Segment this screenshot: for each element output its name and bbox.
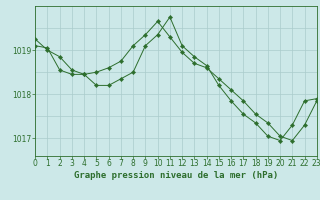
X-axis label: Graphe pression niveau de la mer (hPa): Graphe pression niveau de la mer (hPa) [74, 171, 278, 180]
